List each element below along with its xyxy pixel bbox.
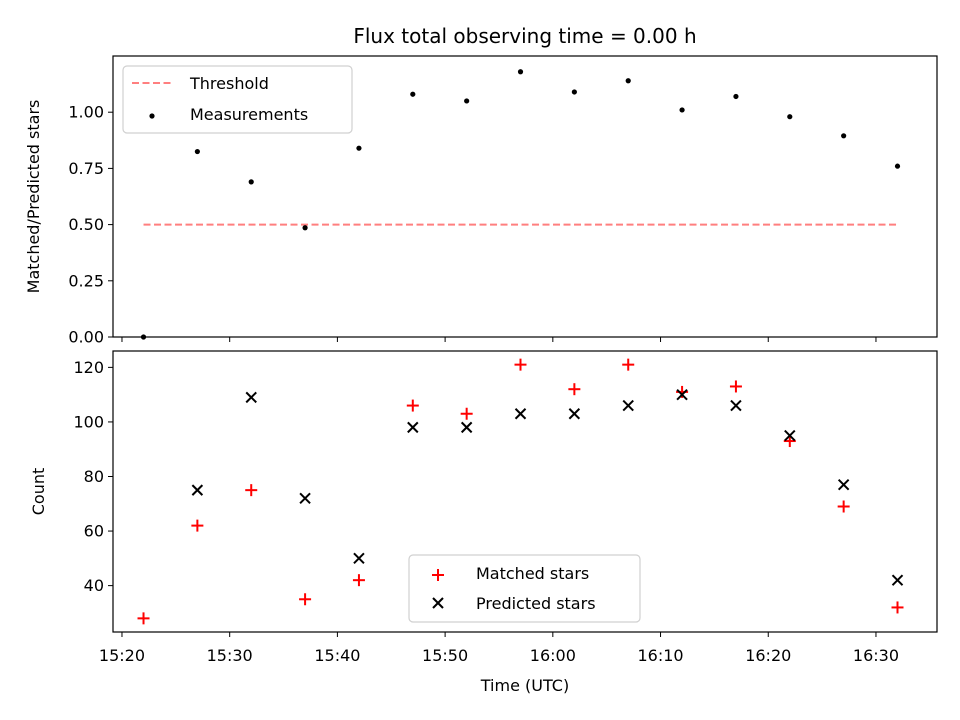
predicted-star-point [784,429,796,442]
predicted-star-point [514,408,527,420]
matched-star-point [352,574,365,587]
count-plot-frame [112,350,938,633]
count-y-tick-label: 60 [84,522,104,541]
matched-star-point [514,358,527,371]
legend-measurements-label: Measurements [190,105,308,124]
ratio-legend-box [122,65,353,134]
count-legend: Matched stars Predicted stars [408,554,641,623]
legend-predicted-label: Predicted stars [476,594,596,613]
measurement-point [517,69,524,75]
ratio-y-tick-label: 0.50 [68,215,104,234]
predicted-star-point [460,421,473,434]
count-x-axis: 15:20 15:30 15:40 15:50 16:00 16:10 16:20 16:30 [99,632,899,665]
matched-stars-points [137,358,904,625]
measurement-points [140,69,901,340]
matched-star-point [460,407,473,420]
count-chart: 40 60 80 100 120 15:20 15:30 15:40 15:50 16:00 16… [29,350,938,695]
predicted-star-point [191,484,204,496]
count-y-tick-label: 120 [73,358,104,377]
legend-predicted-swatch [432,597,444,609]
ratio-y-tick-label: 1.00 [68,103,104,122]
legend-matched-label: Matched stars [476,564,589,583]
predicted-star-point [730,399,742,412]
matched-star-point [729,380,742,393]
ratio-chart: Flux total observing time = 0.00 h 0.000… [24,24,938,347]
count-y-tick-label: 80 [84,467,104,486]
measurement-point [733,93,739,100]
ratio-y-tick-label: 0.25 [68,271,104,290]
predicted-star-point [353,552,365,565]
measurement-point [194,148,200,155]
count-x-tick-label: 15:50 [422,646,468,665]
measurement-point [410,91,416,97]
measurement-point [841,133,847,139]
measurement-point [356,145,362,151]
ratio-legend: Threshold Measurements [122,65,353,134]
matched-star-point [191,519,204,532]
ratio-y-tick-label: 0.75 [68,159,104,178]
measurement-point [248,179,254,185]
count-y-tick-label: 100 [73,412,104,431]
predicted-star-point [407,421,419,434]
predicted-star-point [568,408,581,420]
matched-star-point [568,383,581,396]
matched-star-point [783,435,796,448]
ratio-y-tick-label: 0.00 [68,328,104,347]
count-x-tick-label: 16:30 [853,646,899,665]
ratio-y-axis-label: Matched/Predicted stars [24,100,43,294]
matched-star-point [406,399,419,412]
count-x-axis-label: Time (UTC) [480,676,569,695]
count-legend-box [408,554,641,623]
ratio-y-axis: 0.00 0.25 0.50 0.75 1.00 [68,103,113,347]
chart-title: Flux total observing time = 0.00 h [353,24,696,48]
count-x-tick-label: 15:40 [314,646,360,665]
legend-matched-swatch [432,569,444,581]
predicted-star-point [245,391,257,404]
legend-threshold-label: Threshold [189,74,269,93]
predicted-star-point [891,574,904,586]
count-y-axis: 40 60 80 100 120 [73,358,113,595]
predicted-star-point [622,399,634,412]
count-x-tick-label: 16:10 [637,646,683,665]
predicted-star-point [676,388,688,401]
measurement-point [302,225,308,231]
count-x-tick-label: 16:00 [530,646,576,665]
count-x-tick-label: 15:20 [99,646,145,665]
predicted-star-point [837,478,850,491]
matched-star-point [299,593,312,606]
count-y-tick-label: 40 [84,576,104,595]
legend-measurements-swatch [149,113,155,119]
measurement-point [787,114,793,120]
measurement-point [679,107,685,113]
matched-star-point [245,484,258,497]
matched-star-point [837,500,850,513]
ratio-plot-frame [112,55,938,338]
count-x-tick-label: 16:20 [745,646,791,665]
matched-star-point [622,358,635,371]
measurement-point [571,89,577,95]
measurement-point [464,98,470,104]
matched-star-point [891,601,904,614]
matched-star-point [137,612,150,625]
predicted-stars-points [191,388,904,586]
measurement-point [625,78,631,84]
count-x-tick-label: 15:30 [207,646,253,665]
count-y-axis-label: Count [29,468,48,516]
predicted-star-point [299,492,311,505]
ratio-x-ticks [121,337,877,342]
measurement-point [894,163,901,169]
